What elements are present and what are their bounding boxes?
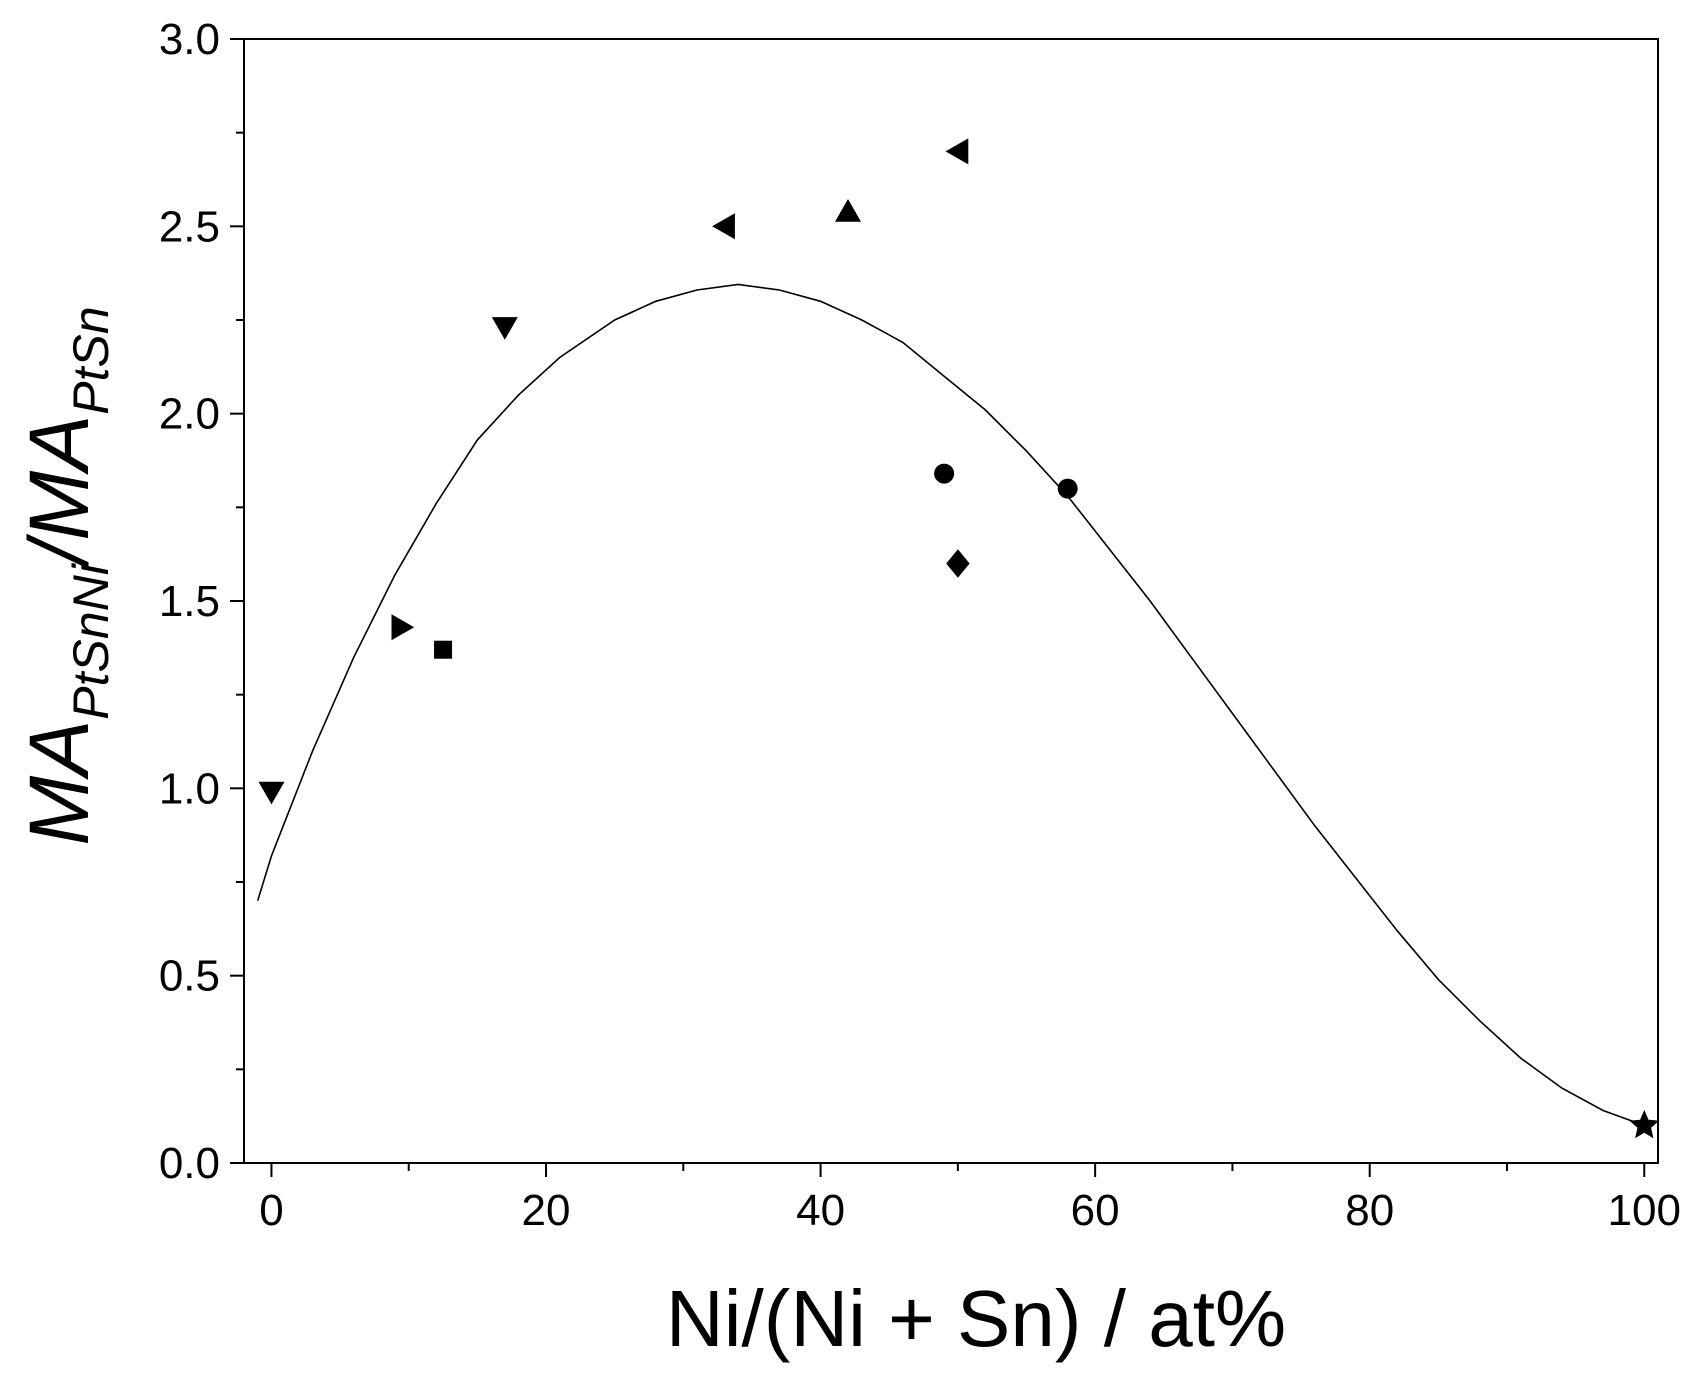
y-tick-label: 2.0	[159, 390, 220, 439]
data-point-diamond	[946, 549, 970, 578]
x-axis-title: Ni/(Ni + Sn) / at%	[666, 1274, 1286, 1363]
data-point-triangle-right	[391, 614, 415, 641]
x-tick-label: 20	[522, 1186, 571, 1235]
y-tick-label: 3.0	[159, 15, 220, 64]
data-point-triangle-down	[258, 781, 285, 805]
x-tick-label: 60	[1071, 1186, 1120, 1235]
data-point-triangle-down	[491, 317, 518, 340]
y-title-subscript: PtSnNi	[63, 562, 119, 720]
plot-frame	[243, 38, 1659, 1164]
x-axis: 0 20 40 60 80 100	[259, 1163, 1681, 1235]
data-point-square	[434, 640, 453, 659]
y-axis-title: MAPtSnNi/MAPtSn	[12, 306, 119, 845]
y-title-text: /MA	[12, 415, 106, 569]
data-point-triangle-up	[835, 199, 861, 222]
data-point-triangle-left	[712, 213, 735, 240]
plot-area	[243, 38, 1660, 1164]
y-tick-label: 0.5	[159, 952, 220, 1001]
data-point-circle	[1057, 478, 1078, 499]
data-point-circle	[934, 463, 955, 484]
data-point-triangle-left	[945, 138, 969, 165]
data-points	[258, 138, 1660, 1139]
fit-curve	[256, 283, 1645, 1127]
x-tick-label: 40	[796, 1186, 845, 1235]
y-tick-label: 2.5	[159, 202, 220, 251]
y-tick-label: 1.5	[159, 577, 220, 626]
y-tick-label: 1.0	[159, 764, 220, 813]
y-axis: 0.0 0.5 1.0 1.5 2.0 2.5 3.0	[159, 15, 244, 1188]
y-tick-label: 0.0	[159, 1139, 220, 1188]
x-tick-label: 0	[259, 1186, 283, 1235]
y-title-text: MA	[12, 720, 106, 846]
x-tick-label: 80	[1345, 1186, 1394, 1235]
data-point-star	[1629, 1109, 1660, 1139]
y-title-subscript: PtSn	[63, 306, 119, 414]
x-tick-label: 100	[1608, 1186, 1681, 1235]
